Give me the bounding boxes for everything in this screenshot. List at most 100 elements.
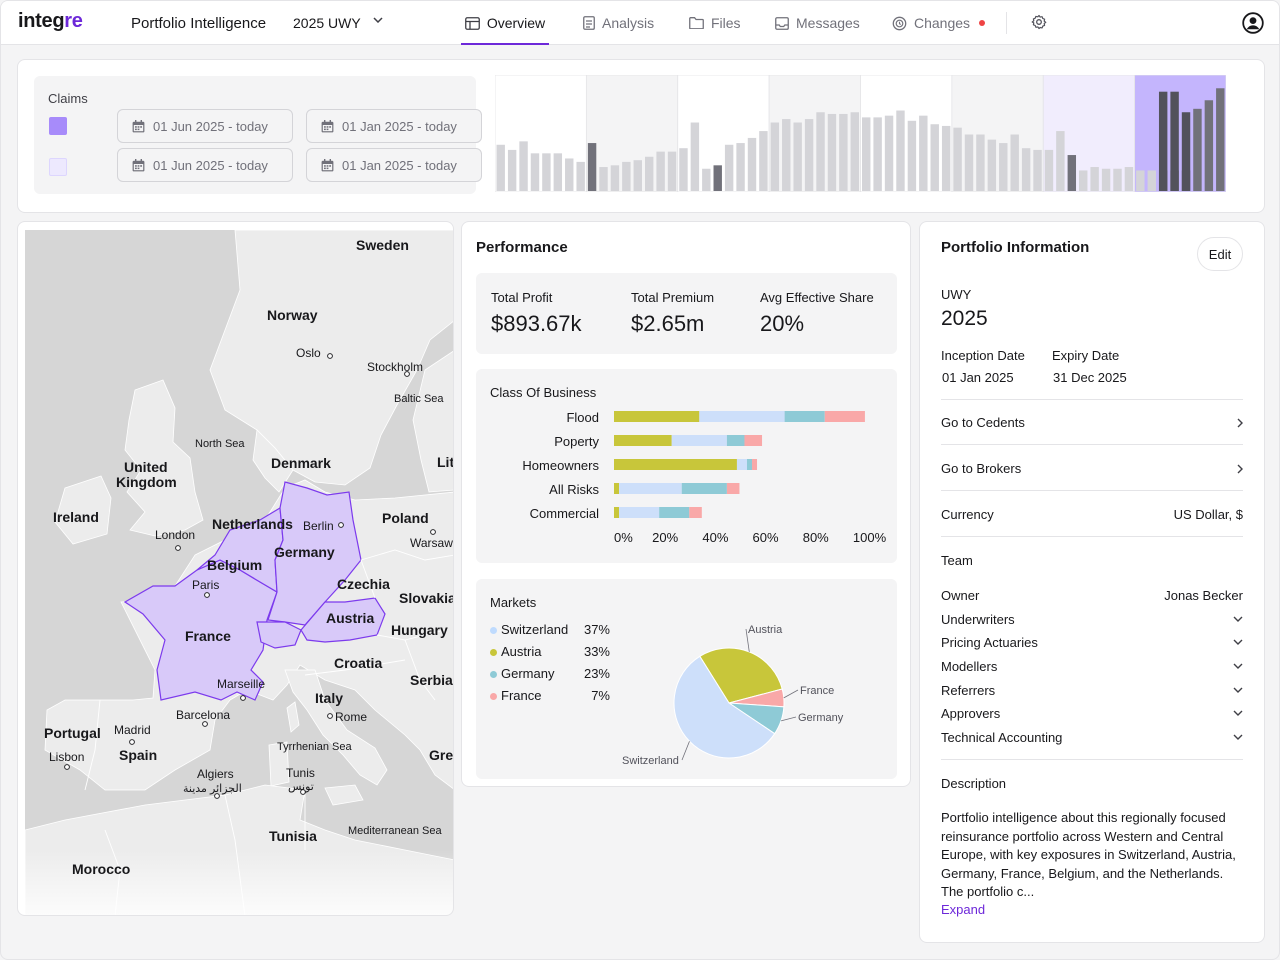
team-role-row[interactable]: Technical Accounting [941, 730, 1243, 748]
stacked-bar-segment[interactable] [614, 435, 672, 446]
histogram-bar[interactable] [679, 148, 688, 191]
claims-histogram[interactable] [495, 75, 1226, 192]
histogram-bar[interactable] [507, 149, 517, 191]
histogram-bar[interactable] [1079, 170, 1088, 191]
histogram-bar[interactable] [884, 115, 894, 191]
stacked-bar-segment[interactable] [746, 459, 752, 470]
histogram-bar[interactable] [941, 125, 951, 191]
histogram-bar[interactable] [862, 117, 871, 191]
histogram-bar[interactable] [530, 153, 540, 191]
stacked-bar-segment[interactable] [614, 483, 620, 494]
edit-button[interactable]: Edit [1197, 237, 1243, 271]
stacked-bar-segment[interactable] [736, 459, 747, 470]
histogram-bar[interactable] [587, 143, 597, 191]
histogram-bar[interactable] [724, 144, 734, 191]
date-range-input[interactable]: 01 Jun 2025 - today [117, 109, 293, 143]
team-role-row[interactable]: Underwriters [941, 612, 1243, 630]
histogram-bar[interactable] [1021, 148, 1031, 191]
stacked-bar-segment[interactable] [699, 411, 785, 422]
histogram-bar-highlight[interactable] [1170, 91, 1179, 191]
histogram-bar[interactable] [1113, 168, 1122, 191]
histogram-bar[interactable] [1090, 167, 1099, 191]
date-range-input[interactable]: 01 Jun 2025 - today [117, 148, 293, 182]
histogram-bar[interactable] [622, 161, 631, 191]
histogram-bar[interactable] [633, 160, 642, 191]
histogram-bar[interactable] [782, 119, 791, 191]
histogram-bar[interactable] [999, 143, 1008, 191]
region-germany[interactable] [267, 481, 362, 626]
stacked-bar-segment[interactable] [744, 435, 763, 446]
histogram-bar[interactable] [793, 122, 802, 191]
histogram-bar[interactable] [873, 117, 882, 191]
histogram-bar[interactable] [850, 112, 859, 191]
markets-pie-chart[interactable]: Switzerland Austria Germany France [476, 579, 897, 779]
histogram-bar[interactable] [553, 153, 563, 191]
histogram-bar[interactable] [1204, 100, 1214, 191]
histogram-bar[interactable] [519, 141, 528, 191]
histogram-bar[interactable] [816, 112, 825, 191]
highlighted-regions[interactable] [123, 481, 386, 701]
region-switzerland[interactable] [256, 621, 302, 649]
stacked-bar-segment[interactable] [824, 411, 865, 422]
histogram-bar[interactable] [736, 143, 745, 191]
histogram-bar[interactable] [1010, 134, 1019, 192]
histogram-bar[interactable] [542, 153, 551, 191]
histogram-bar[interactable] [599, 167, 608, 191]
histogram-bar[interactable] [1101, 168, 1111, 191]
stacked-bar-segment[interactable] [681, 483, 727, 494]
histogram-bar[interactable] [1067, 155, 1077, 191]
histogram-bar[interactable] [770, 122, 780, 191]
histogram-bar[interactable] [1044, 149, 1054, 191]
histogram-bar[interactable] [747, 137, 757, 191]
team-role-row[interactable]: Modellers [941, 659, 1243, 677]
stacked-bar-segment[interactable] [614, 507, 620, 518]
expand-link[interactable]: Expand [941, 902, 986, 917]
date-range-input[interactable]: 01 Jan 2025 - today [306, 109, 482, 143]
histogram-bar[interactable] [1124, 167, 1134, 191]
region-austria[interactable] [300, 597, 386, 643]
histogram-bar[interactable] [690, 122, 700, 191]
account-button[interactable] [1242, 12, 1264, 39]
histogram-bar[interactable] [565, 158, 574, 191]
stacked-bar-segment[interactable] [689, 507, 702, 518]
team-role-row[interactable]: Pricing Actuaries [941, 635, 1243, 653]
histogram-bar[interactable] [1193, 108, 1202, 191]
histogram-bar[interactable] [827, 113, 837, 191]
map-card[interactable]: Sweden Norway Oslo Stockholm Baltic Sea … [17, 221, 454, 916]
histogram-bar[interactable] [976, 134, 985, 192]
stacked-bar-segment[interactable] [726, 483, 740, 494]
histogram-bar-highlight[interactable] [1181, 112, 1191, 191]
go-to-cedents-link[interactable]: Go to Cedents [941, 415, 1243, 435]
histogram-bar[interactable] [644, 156, 654, 191]
team-role-row[interactable]: Referrers [941, 683, 1243, 701]
team-role-row[interactable]: Approvers [941, 706, 1243, 724]
stacked-bar-segment[interactable] [671, 435, 727, 446]
histogram-bar[interactable] [1147, 170, 1156, 191]
histogram-bar[interactable] [964, 134, 974, 192]
histogram-bar[interactable] [496, 144, 505, 191]
histogram-bar[interactable] [919, 115, 928, 191]
histogram-bar[interactable] [907, 120, 917, 191]
histogram-bar[interactable] [1056, 131, 1065, 191]
histogram-bar[interactable] [896, 110, 905, 191]
histogram-bar[interactable] [930, 124, 939, 191]
histogram-bar[interactable] [953, 127, 962, 191]
histogram-bar-highlight[interactable] [1158, 91, 1168, 191]
tab-changes[interactable]: Changes [892, 1, 986, 45]
stacked-bar-segment[interactable] [659, 507, 690, 518]
europe-map[interactable]: Sweden Norway Oslo Stockholm Baltic Sea … [25, 230, 454, 916]
date-range-input[interactable]: 01 Jan 2025 - today [306, 148, 482, 182]
class-of-business-chart[interactable]: Flood Poperty Homeowners All Risks Commercia… [476, 369, 897, 563]
uwy-select[interactable]: 2025 UWY [293, 15, 383, 31]
stacked-bar-segment[interactable] [619, 507, 660, 518]
tab-analysis[interactable]: Analysis [583, 1, 654, 45]
settings-button[interactable] [1031, 14, 1047, 35]
tab-overview[interactable]: Overview [461, 1, 549, 45]
tab-messages[interactable]: Messages [775, 1, 860, 45]
stacked-bar-segment[interactable] [614, 411, 700, 422]
stacked-bar-segment[interactable] [784, 411, 825, 422]
stacked-bar-segment[interactable] [752, 459, 758, 470]
histogram-bar[interactable] [987, 139, 997, 191]
histogram-bar[interactable] [1136, 170, 1145, 191]
histogram-bar[interactable] [1033, 149, 1042, 191]
